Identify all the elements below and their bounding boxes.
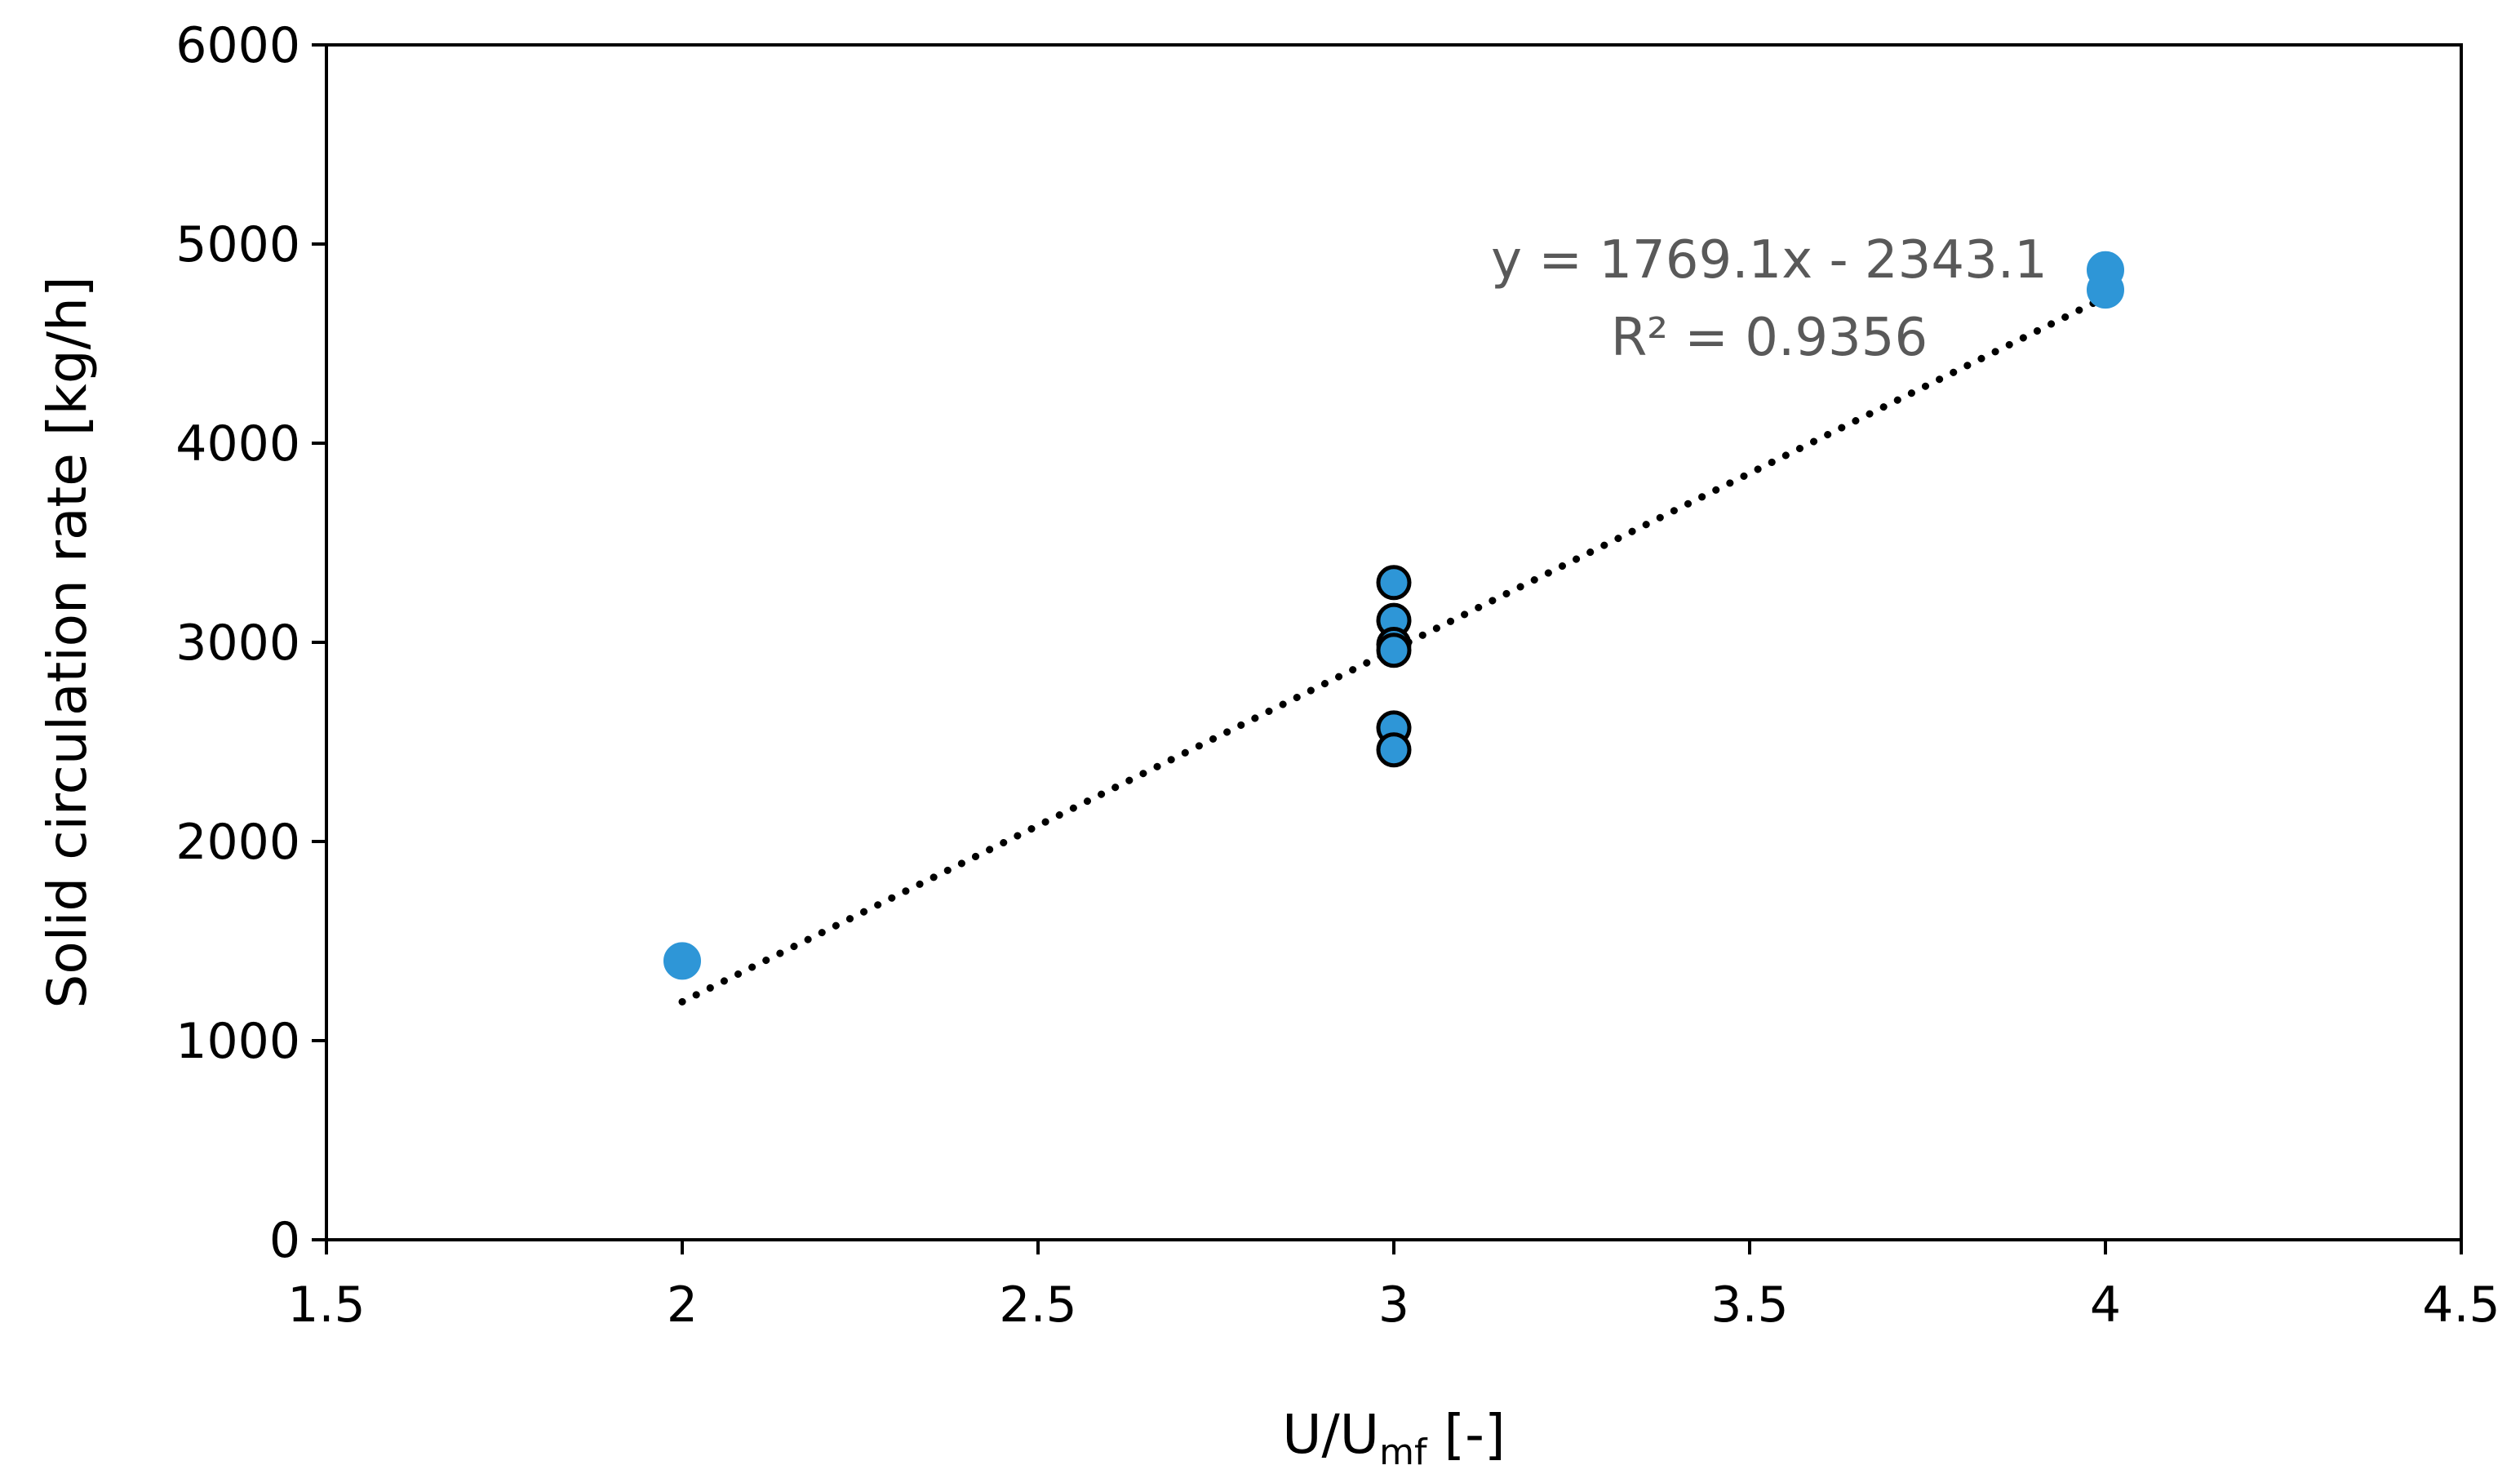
x-tick-label: 4.5 — [2422, 1277, 2500, 1334]
data-points-layer — [663, 251, 2124, 980]
x-axis-title-main: U/U — [1282, 1403, 1379, 1466]
y-tick-label: 5000 — [175, 216, 300, 273]
y-tick-label: 1000 — [175, 1013, 300, 1070]
y-axis-ticks: 0 1000 2000 3000 4000 5000 6000 — [175, 17, 326, 1269]
trendline-equation: y = 1769.1x - 2343.1 — [1491, 230, 2048, 291]
trendline-r-squared: R² = 0.9356 — [1611, 308, 1928, 368]
x-tick-label: 1.5 — [287, 1277, 365, 1334]
x-tick-label: 3.5 — [1710, 1277, 1788, 1334]
x-axis-title-tail: [-] — [1426, 1403, 1505, 1466]
data-point — [1376, 732, 1412, 768]
x-axis-title-subscript: mf — [1379, 1432, 1428, 1473]
y-tick-label: 4000 — [175, 415, 300, 473]
data-point — [1376, 565, 1412, 601]
data-point — [663, 942, 701, 980]
x-tick-label: 4 — [2090, 1277, 2121, 1334]
x-tick-label: 2 — [667, 1277, 698, 1334]
y-tick-label: 6000 — [175, 17, 300, 74]
y-tick-label: 0 — [269, 1212, 300, 1269]
x-tick-label: 2.5 — [999, 1277, 1076, 1334]
x-axis-title: U/Umf [-] — [1282, 1403, 1506, 1473]
y-tick-label: 2000 — [175, 814, 300, 871]
x-axis-ticks: 1.5 2 2.5 3 3.5 4 4.5 — [287, 1240, 2500, 1334]
x-tick-label: 3 — [1378, 1277, 1409, 1334]
y-tick-label: 3000 — [175, 615, 300, 672]
data-point — [1376, 633, 1412, 668]
data-point — [2087, 271, 2124, 309]
y-axis-title: Solid circulation rate [kg/h] — [36, 276, 99, 1008]
